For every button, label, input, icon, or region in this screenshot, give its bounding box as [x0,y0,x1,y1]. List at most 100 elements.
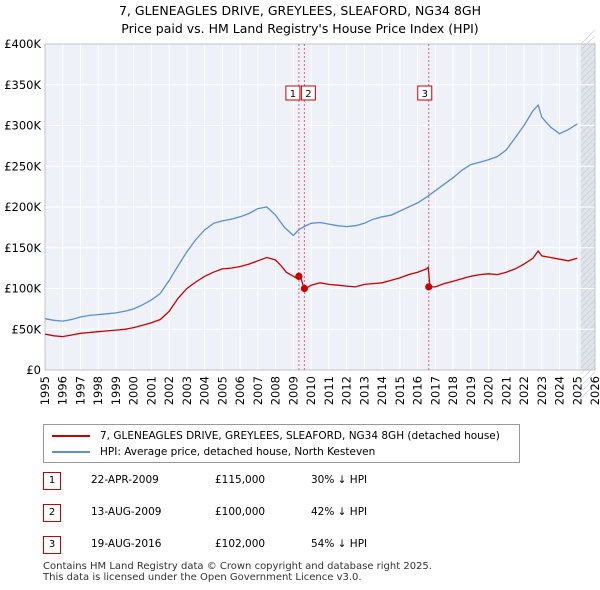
forecast-hatch [580,329,596,345]
forecast-hatch [580,203,596,219]
forecast-hatch [580,221,596,237]
forecast-hatch [580,71,596,87]
x-tick-label: 2016 [411,376,425,405]
forecast-hatch [580,89,596,105]
sale-number: 2 [43,504,61,522]
legend-item-hpi: HPI: Average price, detached house, Nort… [52,444,375,460]
sale-point [300,284,308,293]
x-tick-label: 2020 [482,376,496,405]
forecast-hatch [580,53,596,69]
x-tick-label: 2012 [340,376,354,405]
footer-licence: This data is licensed under the Open Gov… [43,572,362,583]
sale-hpi-diff: 30% ↓ HPI [311,474,368,486]
price-chart: £0 £50K £100K £150K £200K £250K £300K £350K £400… [4,29,600,405]
sale-row: 2 13-AUG-2009 £100,000 42% ↓ HPI [43,504,443,522]
forecast-hatch [580,185,596,201]
legend-label-property: 7, GLENEAGLES DRIVE, GREYLEES, SLEAFORD,… [100,430,500,442]
forecast-hatch [580,287,596,303]
sale-label-box [285,85,301,101]
forecast-hatch [580,365,596,381]
sale-date: 13-AUG-2009 [91,506,162,518]
y-tick-label: £200K [4,200,41,214]
sale-price: £100,000 [215,506,266,518]
forecast-hatch [580,65,596,81]
sale-label-number: 2 [305,89,311,100]
x-tick-label: 2017 [428,376,442,405]
x-tick-label: 2008 [269,376,283,405]
sale-label-box [417,85,433,101]
x-tick-label: 2011 [322,376,336,405]
forecast-hatch [580,29,596,45]
forecast-hatch [580,257,596,273]
y-tick-label: £100K [4,282,41,296]
forecast-hatch [580,47,596,63]
x-tick-label: 1999 [109,376,123,405]
forecast-hatch [580,119,596,135]
x-tick-label: 2025 [570,376,584,405]
x-tick-label: 2009 [286,376,300,405]
forecast-hatch [580,173,596,189]
x-tick-label: 2026 [588,376,600,405]
plot-border [44,43,596,371]
legend-swatch-property [52,435,90,437]
forecast-hatch [580,275,596,291]
footer-copyright: Contains HM Land Registry data © Crown c… [43,561,432,572]
forecast-hatch [580,293,596,309]
forecast-hatch [580,149,596,165]
sale-price: £102,000 [215,538,266,550]
y-tick-label: £0 [26,363,41,377]
forecast-hatch [580,311,596,327]
sale-date: 19-AUG-2016 [91,538,162,550]
forecast-hatch [580,167,596,183]
forecast-hatch [580,305,596,321]
forecast-hatch [580,239,596,255]
forecast-hatch [580,131,596,147]
x-tick-label: 2015 [393,376,407,405]
sale-row: 3 19-AUG-2016 £102,000 54% ↓ HPI [43,536,443,554]
forecast-hatch [580,155,596,171]
x-tick-label: 2004 [198,376,212,405]
sale-number: 1 [43,472,61,490]
forecast-hatch [580,191,596,207]
sale-label-box [300,85,316,101]
sale-hpi-diff: 42% ↓ HPI [311,506,368,518]
legend-item-property: 7, GLENEAGLES DRIVE, GREYLEES, SLEAFORD,… [52,428,500,444]
x-tick-label: 1998 [91,376,105,405]
x-tick-label: 2001 [144,376,158,405]
y-tick-label: £300K [4,119,41,133]
x-tick-label: 2022 [517,376,531,405]
sale-hpi-diff: 54% ↓ HPI [311,538,368,550]
forecast-hatch [580,137,596,153]
x-tick-label: 2003 [180,376,194,405]
x-tick-label: 2010 [304,376,318,405]
sale-label-number: 3 [422,89,428,100]
x-tick-label: 2005 [215,376,229,405]
forecast-hatch [580,269,596,285]
forecast-hatch [580,347,596,363]
forecast-hatch [580,161,596,177]
sale-row: 1 22-APR-2009 £115,000 30% ↓ HPI [43,472,443,490]
forecast-hatch [580,383,596,399]
title-line-1: 7, GLENEAGLES DRIVE, GREYLEES, SLEAFORD,… [118,3,481,18]
x-tick-label: 1995 [38,376,52,405]
legend-label-hpi: HPI: Average price, detached house, Nort… [100,446,376,458]
forecast-hatch [580,35,596,51]
sale-date: 22-APR-2009 [91,474,159,486]
forecast-hatch [580,377,596,393]
sale-point [425,283,433,291]
forecast-hatch [580,179,596,195]
forecast-hatch [580,125,596,141]
forecast-hatch [580,353,596,369]
forecast-hatch [580,371,596,387]
forecast-hatch [580,227,596,243]
forecast-hatch [580,95,596,111]
title-line-2: Price paid vs. HM Land Registry's House … [121,21,479,36]
forecast-hatch [580,323,596,339]
y-tick-label: £150K [4,241,41,255]
x-tick-label: 2018 [446,376,460,405]
forecast-hatch [580,299,596,315]
forecast-hatch [580,101,596,117]
x-tick-label: 2000 [127,376,141,405]
x-tick-label: 2014 [375,376,389,405]
forecast-hatch [580,263,596,279]
